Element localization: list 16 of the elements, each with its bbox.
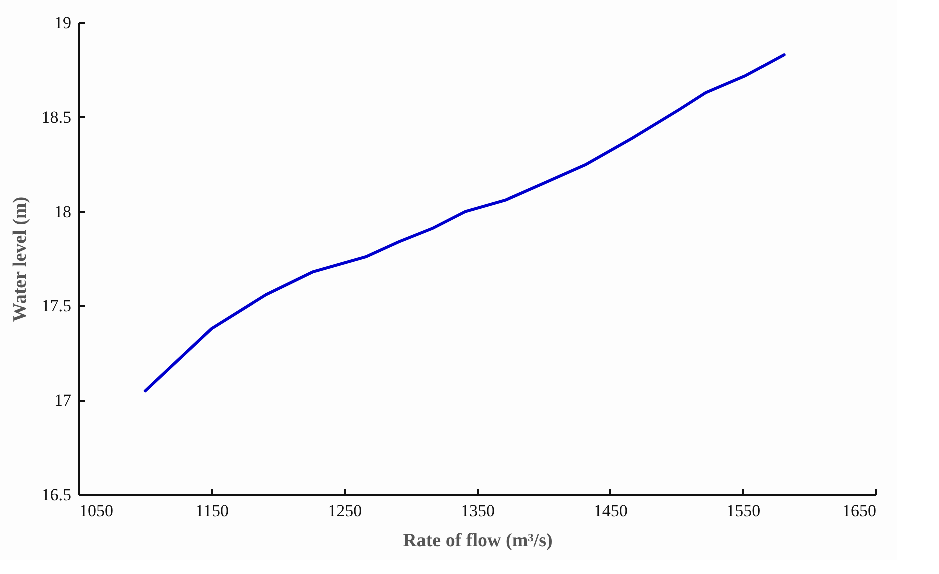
y-tick-label: 18: [54, 202, 72, 222]
y-tick-label: 17.5: [42, 296, 72, 316]
y-axis-title: Water level (m): [10, 196, 31, 322]
line-series: [144, 54, 786, 393]
x-tick-label: 1450: [594, 502, 628, 520]
y-tick-label: 19: [54, 14, 72, 32]
x-tick-label: 1050: [80, 502, 114, 520]
x-tick-label: 1650: [842, 502, 876, 520]
x-tick-label: 1350: [461, 502, 495, 520]
x-tick-label: 1150: [196, 502, 230, 520]
y-tick-label: 17: [54, 391, 72, 410]
y-tick-label: 18.5: [42, 108, 72, 127]
x-tick-label: 1550: [726, 502, 761, 520]
x-tick-label: 1250: [328, 502, 362, 520]
y-tick-label: 16.5: [42, 486, 72, 504]
x-axis-title: Rate of flow (m³/s): [403, 530, 553, 552]
